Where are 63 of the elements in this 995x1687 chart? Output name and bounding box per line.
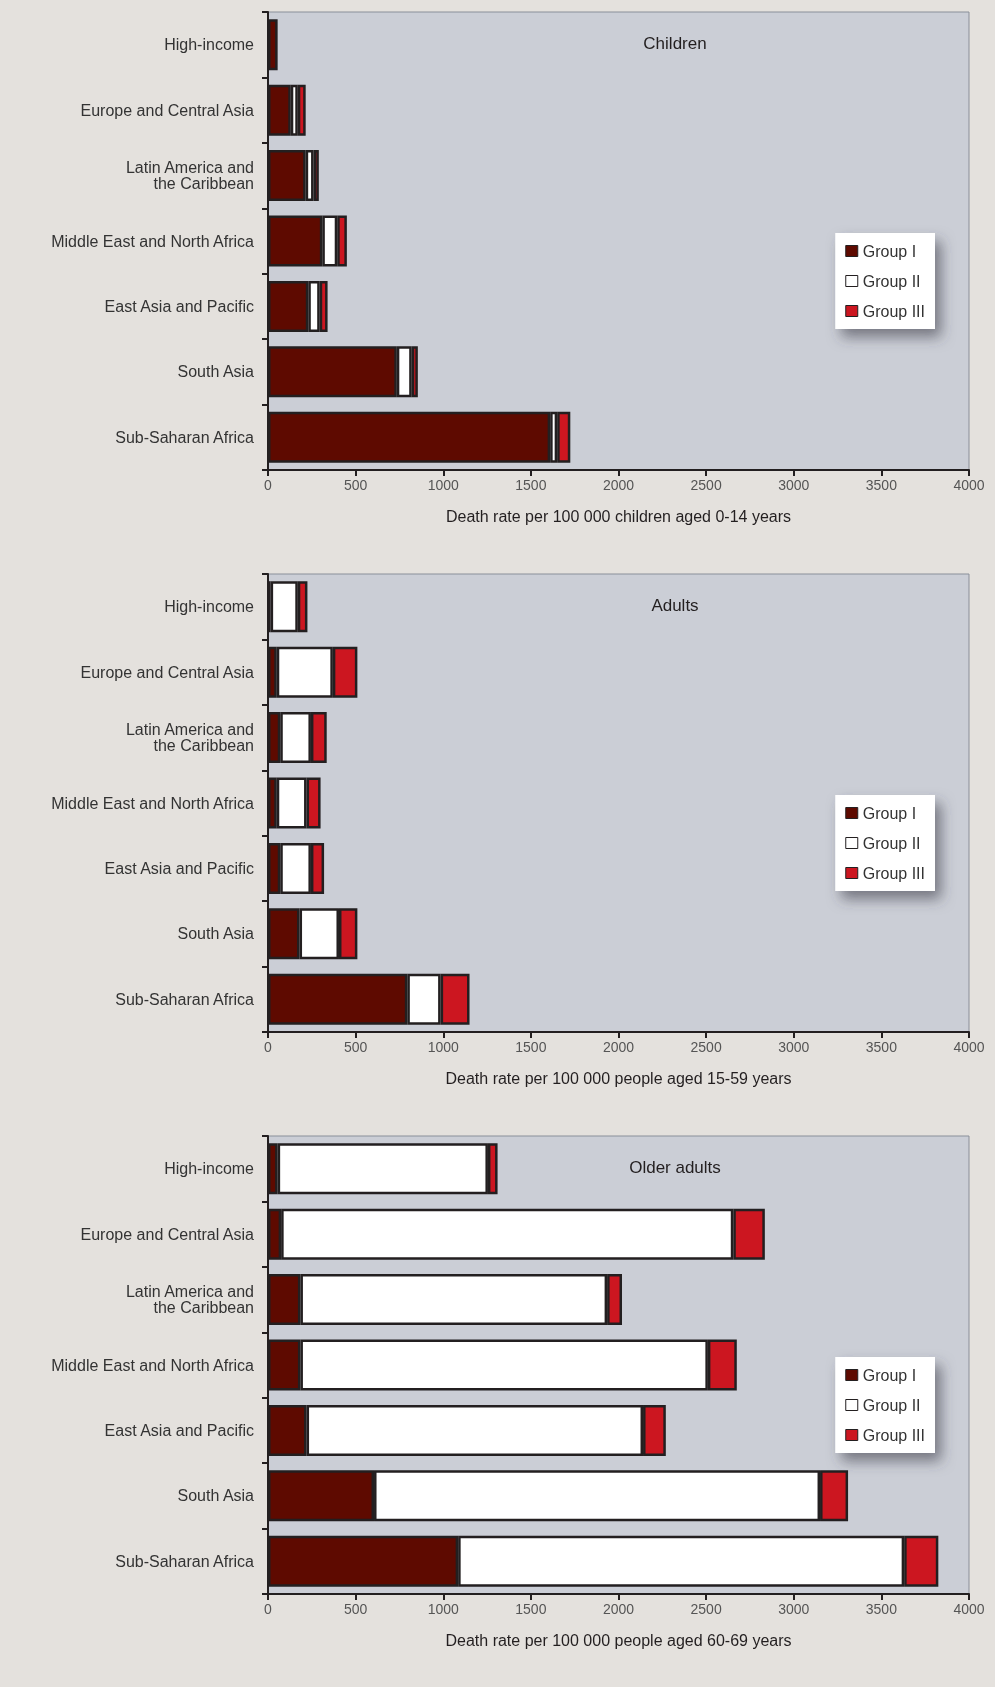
y-tick-label: Middle East and North Africa bbox=[51, 232, 255, 250]
x-tick-label: 3000 bbox=[778, 1601, 810, 1617]
x-tick-label: 3500 bbox=[865, 1039, 898, 1055]
x-tick-label: 1000 bbox=[427, 477, 460, 493]
x-tick-label: 0 bbox=[264, 1601, 273, 1617]
y-tick-label: High-income bbox=[164, 1160, 255, 1178]
y-tick-label: East Asia and Pacific bbox=[104, 859, 254, 877]
legend-label: Group II bbox=[862, 272, 921, 290]
x-tick-label: 500 bbox=[343, 1039, 368, 1055]
x-tick-label: 1000 bbox=[427, 1601, 460, 1617]
legend-label: Group I bbox=[862, 804, 917, 822]
x-tick-label: 1500 bbox=[515, 477, 547, 493]
y-tick-label: High-income bbox=[164, 36, 255, 54]
y-tick-label: South Asia bbox=[177, 363, 255, 381]
legend-label: Group I bbox=[862, 1366, 917, 1384]
legend-label: Group II bbox=[862, 834, 921, 852]
x-tick-label: 0 bbox=[264, 1039, 273, 1055]
x-tick-label: 3000 bbox=[778, 1039, 810, 1055]
y-tick-label: East Asia and Pacific bbox=[104, 297, 254, 315]
y-tick-label: Europe and Central Asia bbox=[80, 101, 255, 119]
y-tick-label: Middle East and North Africa bbox=[51, 1356, 255, 1374]
legend-label: Group I bbox=[862, 242, 917, 260]
y-tick-label: Latin America and the Caribbean bbox=[125, 1283, 254, 1317]
x-tick-label: 3000 bbox=[778, 477, 810, 493]
x-tick-label: 1000 bbox=[427, 1039, 460, 1055]
y-tick-label: Latin America and the Caribbean bbox=[125, 159, 254, 193]
y-tick-label: Sub-Saharan Africa bbox=[115, 1552, 255, 1570]
x-tick-label: 4000 bbox=[953, 1039, 985, 1055]
y-tick-label: Sub-Saharan Africa bbox=[115, 428, 255, 446]
y-tick-label: South Asia bbox=[177, 1487, 255, 1505]
x-tick-label: 4000 bbox=[953, 1601, 985, 1617]
x-tick-label: 500 bbox=[343, 1601, 368, 1617]
text: Children bbox=[643, 34, 707, 53]
x-tick-label: 2500 bbox=[690, 1039, 722, 1055]
text: Adults bbox=[651, 596, 699, 615]
x-tick-label: 0 bbox=[264, 477, 273, 493]
x-tick-label: 2500 bbox=[690, 477, 722, 493]
y-tick-label: High-income bbox=[164, 598, 255, 616]
x-axis-title: Death rate per 100 000 children aged 0-14 years bbox=[445, 507, 792, 525]
x-tick-label: 3500 bbox=[865, 1601, 898, 1617]
x-tick-label: 1500 bbox=[515, 1601, 547, 1617]
y-tick-label: Europe and Central Asia bbox=[80, 663, 255, 681]
x-tick-label: 2500 bbox=[690, 1601, 722, 1617]
text: Older adults bbox=[629, 1158, 721, 1177]
x-tick-label: 1500 bbox=[515, 1039, 547, 1055]
y-tick-label: Middle East and North Africa bbox=[51, 794, 255, 812]
x-tick-label: 3500 bbox=[865, 477, 898, 493]
x-tick-label: 4000 bbox=[953, 477, 985, 493]
x-tick-label: 2000 bbox=[602, 1601, 635, 1617]
y-tick-label: East Asia and Pacific bbox=[104, 1421, 254, 1439]
x-tick-label: 2000 bbox=[602, 1039, 635, 1055]
x-tick-label: 500 bbox=[343, 477, 368, 493]
y-tick-label: South Asia bbox=[177, 925, 255, 943]
legend-label: Group II bbox=[862, 1396, 921, 1414]
y-tick-label: Europe and Central Asia bbox=[80, 1225, 255, 1243]
x-axis-title: Death rate per 100 000 people aged 15-59 years bbox=[445, 1069, 792, 1087]
legend-label: Group III bbox=[862, 864, 925, 882]
x-tick-label: 2000 bbox=[602, 477, 635, 493]
x-axis-title: Death rate per 100 000 people aged 60-69 years bbox=[445, 1631, 792, 1649]
legend-label: Group III bbox=[862, 302, 925, 320]
y-tick-label: Sub-Saharan Africa bbox=[115, 990, 255, 1008]
legend-label: Group III bbox=[862, 1426, 925, 1444]
y-tick-label: Latin America and the Caribbean bbox=[125, 721, 254, 755]
